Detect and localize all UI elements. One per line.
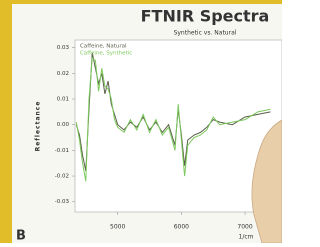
plot-area <box>75 40 282 212</box>
chart: FTNIR Spectra Synthetic vs. Natural Refl… <box>0 0 282 243</box>
y-tick-label: 0.03 <box>57 45 70 51</box>
panel-label: B <box>16 229 26 244</box>
x-tick-label: 5000 <box>110 224 125 231</box>
x-axis-label: 1/cm <box>239 234 254 241</box>
legend-entry: Caffeine, Synthetic <box>80 51 132 57</box>
y-tick-label: 0.00 <box>57 122 70 128</box>
y-tick-label: 0.01 <box>57 97 69 103</box>
x-tick-label: 6000 <box>174 224 189 231</box>
y-tick-label: -0.01 <box>55 148 69 154</box>
legend-entry: Caffeine, Natural <box>80 44 127 50</box>
y-axis-label: Reflectance <box>35 101 42 152</box>
y-tick-label: -0.02 <box>55 174 69 180</box>
chart-subtitle: Synthetic vs. Natural <box>174 30 237 37</box>
x-tick-label: 7000 <box>237 224 252 231</box>
y-tick-label: -0.03 <box>55 199 70 205</box>
chart-title: FTNIR Spectra <box>141 7 270 26</box>
y-tick-label: 0.02 <box>57 71 69 77</box>
